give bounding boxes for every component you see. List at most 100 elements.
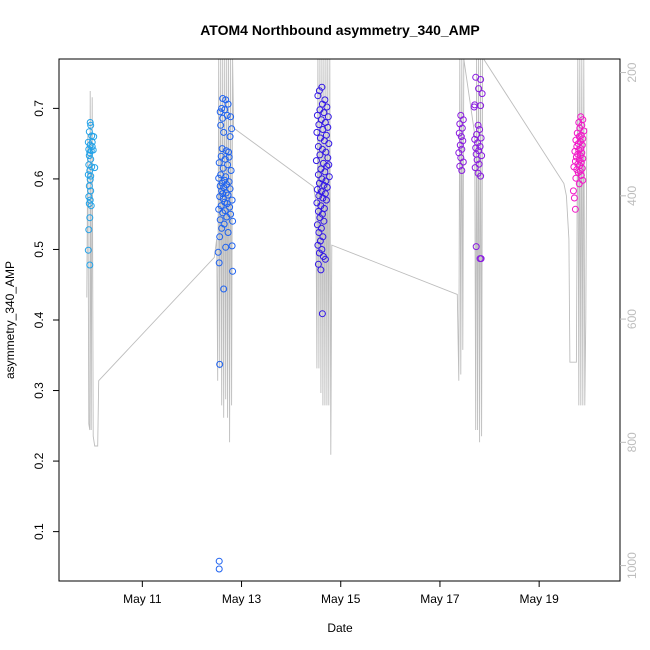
data-point [216, 108, 224, 116]
data-point [228, 242, 236, 250]
x-tick-label: May 11 [123, 592, 162, 606]
data-point [227, 167, 235, 174]
data-point [325, 161, 333, 169]
data-point [319, 126, 327, 133]
data-point [216, 216, 224, 224]
data-point [476, 143, 484, 150]
y2-axis: 200 400 600 800 1000 [620, 62, 639, 579]
data-point [225, 148, 233, 156]
data-point [222, 173, 230, 181]
data-point [579, 176, 587, 184]
data-point [85, 182, 93, 190]
data-point [319, 194, 327, 202]
data-point [316, 214, 324, 222]
data-point [455, 129, 463, 137]
data-point [321, 255, 329, 263]
data-point [315, 179, 323, 187]
y-tick-label: 0.6 [32, 170, 46, 187]
data-point [86, 119, 94, 126]
y-axis-title: asymmetry_340_AMP [3, 261, 17, 379]
data-point [477, 102, 485, 110]
data-point [315, 229, 323, 236]
data-point [90, 133, 98, 141]
data-point [224, 229, 232, 236]
x-tick-label: May 19 [519, 592, 559, 606]
data-point [322, 196, 330, 204]
depth-trace-line [86, 58, 588, 455]
data-point [579, 155, 587, 162]
data-point [470, 103, 478, 111]
data-point [316, 151, 324, 159]
series-5 [569, 113, 588, 213]
data-point [325, 140, 333, 148]
series-2 [214, 95, 237, 573]
data-point [86, 176, 94, 184]
data-point [457, 133, 465, 141]
data-point [315, 192, 323, 200]
data-point [572, 136, 580, 144]
data-point [477, 134, 485, 142]
data-point [456, 162, 464, 170]
data-point [223, 213, 231, 221]
data-point [473, 156, 481, 164]
data-point [314, 92, 322, 100]
data-point [89, 146, 97, 154]
data-point [224, 100, 232, 108]
data-point [215, 205, 223, 213]
data-point [312, 157, 320, 165]
data-point [218, 224, 226, 232]
data-point [215, 174, 223, 182]
y-tick-label: 0.2 [32, 452, 46, 469]
data-point [475, 85, 483, 93]
data-point [458, 124, 466, 132]
data-point [87, 202, 95, 210]
data-point [475, 160, 483, 168]
data-point [322, 177, 330, 185]
data-point [85, 152, 93, 160]
x-tick-label: May 17 [420, 592, 460, 606]
data-point [216, 360, 224, 368]
data-point [575, 180, 583, 188]
data-point [459, 116, 467, 124]
data-point [216, 233, 224, 241]
x-tick-label: May 13 [222, 592, 262, 606]
data-point [221, 155, 229, 163]
data-point [476, 126, 484, 133]
data-point [324, 154, 332, 162]
data-point [573, 129, 581, 137]
data-point [222, 243, 230, 251]
data-point [217, 121, 225, 129]
data-point [477, 76, 485, 83]
data-point [313, 221, 321, 229]
data-point [314, 260, 322, 268]
series-4 [455, 73, 486, 263]
data-point [214, 248, 222, 256]
x-axis-title: Date [327, 621, 353, 635]
y-tick-label: 0.3 [32, 382, 46, 399]
data-point [576, 138, 584, 145]
data-point [320, 181, 328, 189]
data-point [458, 167, 466, 174]
data-point [313, 186, 321, 193]
data-point [88, 163, 96, 171]
data-point [314, 241, 322, 249]
data-point [228, 125, 236, 133]
data-point [87, 172, 95, 180]
data-point [229, 267, 237, 275]
data-point [323, 183, 331, 191]
data-point [221, 106, 229, 114]
data-point [225, 153, 233, 161]
data-point [314, 171, 322, 179]
data-point [577, 145, 585, 153]
data-point [224, 161, 232, 169]
data-point [570, 194, 578, 202]
data-point [84, 246, 92, 254]
x-tick-label: May 15 [321, 592, 361, 606]
data-point [220, 128, 228, 136]
data-point [215, 159, 223, 167]
data-point [459, 158, 467, 166]
data-point [571, 205, 579, 213]
data-point [226, 185, 234, 193]
